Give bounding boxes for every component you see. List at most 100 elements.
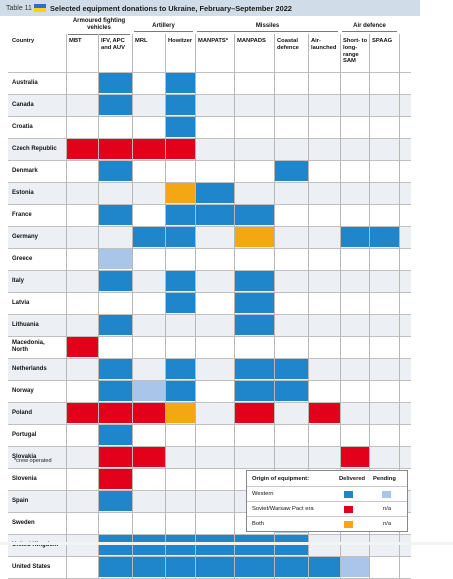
donation-cell: [165, 183, 195, 203]
row-divider: [8, 534, 411, 535]
donation-cell: [98, 161, 132, 181]
row-divider: [8, 116, 411, 117]
row-divider: [8, 446, 411, 447]
row-divider: [8, 160, 411, 161]
column-divider: [66, 34, 67, 578]
legend-row-soviet: Soviet/Warsaw Pact era n/a: [247, 501, 407, 517]
donation-cell: [340, 447, 369, 467]
row-divider: [8, 402, 411, 403]
table-row: Czech Republic: [8, 138, 411, 160]
donation-cell: [165, 381, 195, 401]
legend-both-label: Both: [252, 521, 264, 527]
group-artillery-label: Artillery: [152, 23, 175, 29]
table-row: Netherlands: [8, 358, 411, 380]
country-name: Latvia: [12, 300, 30, 306]
table-row: Poland: [8, 402, 411, 424]
column-header-6: MANPADS: [237, 38, 266, 44]
donation-cell: [340, 227, 369, 247]
country-name: Macedonia, North: [12, 340, 45, 353]
table-row: United Kingdom: [8, 534, 411, 556]
donation-cell: [165, 205, 195, 225]
row-divider: [8, 358, 411, 359]
legend-header: Origin of equipment:: [252, 476, 309, 482]
donation-cell: [195, 205, 234, 225]
western-delivered-swatch: [344, 491, 353, 498]
table-row: Greece: [8, 248, 411, 270]
row-divider: [8, 556, 411, 557]
row-divider: [8, 314, 411, 315]
donation-cell: [195, 557, 234, 577]
column-divider: [234, 34, 235, 578]
group-artillery-rule: [134, 31, 193, 32]
donation-cell: [98, 139, 132, 159]
both-pending-na: n/a: [383, 521, 392, 527]
country-name: Spain: [12, 498, 29, 504]
page-edge: [0, 542, 453, 545]
column-divider: [274, 34, 275, 578]
both-delivered-swatch: [344, 521, 353, 528]
column-header-4: Howitzer: [168, 38, 193, 44]
donation-cell: [234, 557, 274, 577]
donation-cell: [234, 293, 274, 313]
footnote: *crew operated: [14, 458, 52, 464]
donation-cell: [234, 535, 274, 555]
table-row: Estonia: [8, 182, 411, 204]
column-divider: [165, 34, 166, 578]
table-row: Australia: [8, 72, 411, 94]
column-divider: [308, 34, 309, 578]
legend-row-western: Western: [247, 486, 407, 502]
donation-cell: [98, 491, 132, 511]
country-name: Canada: [12, 102, 34, 108]
column-header-5: MANPATS*: [198, 38, 229, 44]
country-name: Netherlands: [12, 366, 47, 372]
donation-cell: [132, 535, 165, 555]
donation-cell: [132, 403, 165, 423]
table-row: Lithuania: [8, 314, 411, 336]
group-armoured-label: Armoured fighting vehicles: [72, 18, 126, 31]
table-row: Denmark: [8, 160, 411, 182]
country-name: Portugal: [12, 432, 37, 438]
table-row: Latvia: [8, 292, 411, 314]
donation-cell: [98, 469, 132, 489]
table-row: Slovakia: [8, 446, 411, 468]
column-header-2: IFV, APC and AUV: [101, 38, 125, 51]
donation-cell: [340, 557, 369, 577]
country-name: Sweden: [12, 520, 35, 526]
country-name: Estonia: [12, 190, 34, 196]
legend-pending-header: Pending: [373, 476, 396, 482]
donation-cell: [165, 535, 195, 555]
donation-cell: [98, 271, 132, 291]
donation-cell: [165, 557, 195, 577]
country-header: Country: [12, 38, 35, 44]
donation-cell: [234, 227, 274, 247]
donation-cell: [308, 557, 340, 577]
column-divider: [399, 34, 400, 578]
donation-cell: [274, 557, 308, 577]
column-header-8: Air-launched: [311, 38, 337, 51]
legend-delivered-header: Delivered: [339, 476, 366, 482]
table-row: Portugal: [8, 424, 411, 446]
legend-soviet-label: Soviet/Warsaw Pact era: [252, 506, 314, 512]
donation-cell: [98, 95, 132, 115]
table-row: Germany: [8, 226, 411, 248]
donation-cell: [132, 139, 165, 159]
donation-cell: [165, 359, 195, 379]
donations-table: Armoured fighting vehicles Artillery Missi…: [8, 18, 411, 579]
row-divider: [8, 380, 411, 381]
country-name: Czech Republic: [12, 146, 57, 152]
soviet-delivered-swatch: [344, 506, 353, 513]
group-missiles-label: Missiles: [255, 23, 280, 29]
column-header-1: MBT: [69, 38, 82, 44]
country-name: Denmark: [12, 168, 38, 174]
donation-cell: [98, 557, 132, 577]
donation-cell: [98, 205, 132, 225]
donation-cell: [98, 73, 132, 93]
donation-cell: [165, 117, 195, 137]
group-air-defence-label: Air defence: [353, 23, 386, 29]
donation-cell: [66, 403, 98, 423]
row-divider: [8, 204, 411, 205]
row-divider: [8, 336, 411, 337]
column-header-7: Coastal defence: [277, 38, 299, 51]
donation-cell: [308, 403, 340, 423]
western-pending-swatch: [382, 491, 391, 498]
